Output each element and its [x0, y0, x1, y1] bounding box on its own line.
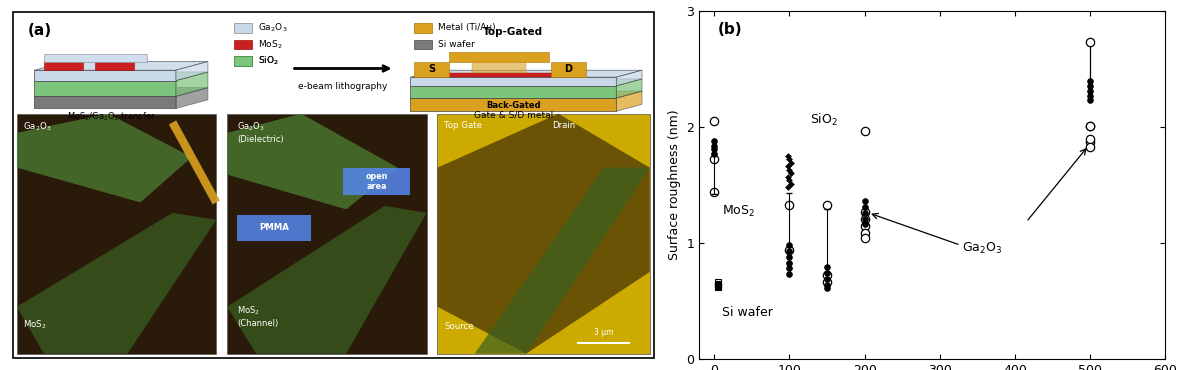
Polygon shape [617, 91, 641, 111]
Polygon shape [617, 70, 641, 86]
Text: (b): (b) [718, 21, 743, 37]
Text: MoS$_2$
(Channel): MoS$_2$ (Channel) [237, 305, 278, 327]
Text: Si wafer: Si wafer [722, 306, 772, 319]
Polygon shape [227, 114, 398, 209]
Polygon shape [411, 70, 641, 77]
FancyBboxPatch shape [234, 23, 252, 33]
FancyBboxPatch shape [237, 215, 311, 241]
FancyBboxPatch shape [343, 168, 411, 195]
Polygon shape [411, 98, 617, 111]
FancyBboxPatch shape [413, 40, 432, 49]
Text: MoS$_2$: MoS$_2$ [722, 204, 754, 219]
Polygon shape [34, 96, 175, 108]
Text: Ga$_2$O$_3$: Ga$_2$O$_3$ [258, 21, 287, 34]
Polygon shape [474, 168, 650, 354]
Text: D: D [564, 64, 572, 74]
Text: MoS$_2$: MoS$_2$ [258, 38, 282, 51]
Polygon shape [411, 86, 617, 98]
Polygon shape [44, 61, 82, 70]
Text: Ga$_2$O$_3$
(Dielectric): Ga$_2$O$_3$ (Dielectric) [237, 121, 284, 144]
Text: Ga$_2$O$_3$: Ga$_2$O$_3$ [963, 241, 1003, 256]
FancyBboxPatch shape [13, 12, 653, 358]
Polygon shape [95, 61, 134, 70]
FancyBboxPatch shape [413, 61, 450, 77]
Text: MoS$_2$: MoS$_2$ [24, 319, 47, 331]
Text: SiO$_2$: SiO$_2$ [258, 55, 279, 67]
FancyBboxPatch shape [44, 54, 147, 61]
FancyBboxPatch shape [16, 114, 217, 354]
Polygon shape [34, 81, 175, 96]
FancyBboxPatch shape [227, 114, 426, 354]
Polygon shape [44, 57, 91, 61]
Text: 3 μm: 3 μm [593, 328, 613, 337]
Polygon shape [175, 61, 208, 81]
Text: Gate & S/D metal: Gate & S/D metal [474, 110, 553, 119]
FancyBboxPatch shape [450, 52, 548, 61]
Polygon shape [617, 79, 641, 98]
Text: MoS$_2$/Ga$_2$O$_3$ transfer: MoS$_2$/Ga$_2$O$_3$ transfer [67, 110, 155, 123]
Text: Top Gate: Top Gate [444, 121, 481, 130]
Polygon shape [175, 72, 208, 96]
FancyBboxPatch shape [438, 114, 650, 354]
FancyBboxPatch shape [551, 61, 586, 77]
Polygon shape [175, 88, 208, 108]
FancyBboxPatch shape [234, 40, 252, 49]
Text: SiO$_2$: SiO$_2$ [258, 55, 279, 67]
Polygon shape [411, 79, 641, 86]
Text: Source: Source [444, 322, 473, 331]
Polygon shape [34, 70, 175, 81]
Text: Metal (Ti/Au): Metal (Ti/Au) [438, 23, 496, 32]
Polygon shape [34, 72, 208, 81]
Text: Si wafer: Si wafer [438, 40, 474, 49]
Text: (a): (a) [28, 23, 52, 38]
Polygon shape [16, 213, 217, 354]
Polygon shape [438, 114, 650, 354]
Polygon shape [34, 61, 208, 70]
Polygon shape [34, 88, 208, 96]
Text: Ga$_2$O$_3$: Ga$_2$O$_3$ [24, 121, 52, 133]
FancyBboxPatch shape [234, 56, 252, 66]
FancyBboxPatch shape [472, 61, 526, 73]
Polygon shape [16, 114, 192, 202]
Polygon shape [411, 77, 617, 86]
Polygon shape [411, 91, 641, 98]
Polygon shape [95, 57, 141, 61]
Y-axis label: Surface roughness (nm): Surface roughness (nm) [667, 110, 680, 260]
FancyBboxPatch shape [420, 73, 581, 77]
Text: SiO$_2$: SiO$_2$ [811, 112, 838, 128]
Text: PMMA: PMMA [259, 223, 288, 232]
FancyBboxPatch shape [234, 56, 252, 66]
Text: open
area: open area [366, 172, 388, 191]
Polygon shape [227, 206, 426, 354]
Text: S: S [427, 64, 435, 74]
Text: e-beam lithography: e-beam lithography [298, 83, 387, 91]
FancyBboxPatch shape [413, 23, 432, 33]
Text: Top-Gated: Top-Gated [484, 27, 544, 37]
Text: Drain: Drain [552, 121, 576, 130]
Text: Back-Gated: Back-Gated [486, 101, 540, 110]
